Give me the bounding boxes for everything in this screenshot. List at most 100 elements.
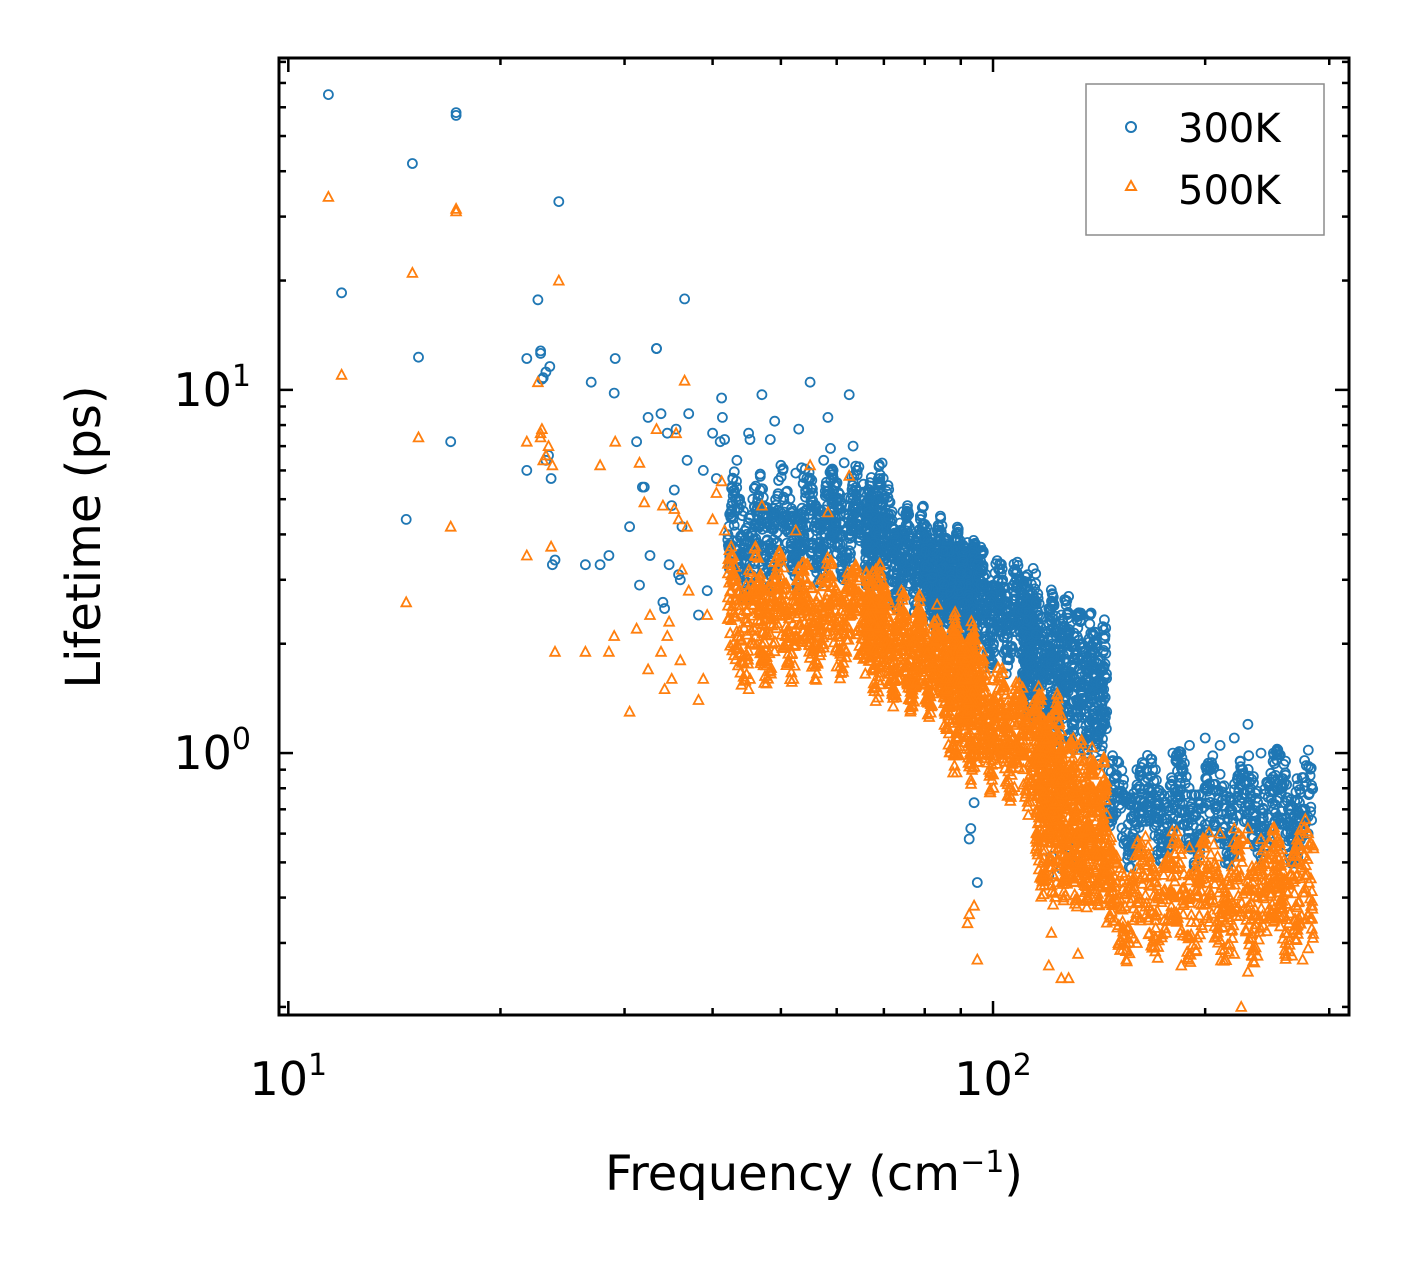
data-point-300k: [631, 436, 642, 448]
data-point-300k: [780, 510, 792, 522]
data-point-300k: [864, 491, 876, 503]
data-point-300k: [798, 531, 810, 543]
data-point-500k: [886, 649, 899, 662]
data-point-300k: [1283, 803, 1294, 815]
data-point-300k: [1045, 657, 1057, 669]
data-point-500k: [778, 637, 791, 650]
data-point-300k: [814, 548, 826, 560]
data-point-300k: [894, 517, 906, 529]
data-point-300k: [1115, 802, 1127, 814]
data-point-300k: [1268, 747, 1279, 759]
data-point-300k: [1020, 571, 1032, 583]
data-point-300k: [1082, 682, 1094, 694]
data-point-300k: [1187, 809, 1199, 821]
data-point-300k: [903, 578, 915, 589]
data-point-300k: [963, 574, 974, 586]
data-point-300k: [1092, 733, 1104, 745]
data-point-300k: [545, 473, 557, 484]
data-point-300k: [899, 525, 911, 536]
data-point-300k: [1149, 821, 1160, 833]
data-point-300k: [743, 427, 754, 439]
data-point-300k: [655, 408, 667, 420]
data-point-300k: [1176, 752, 1188, 764]
data-point-300k: [1074, 700, 1086, 711]
data-point-300k: [830, 517, 842, 528]
data-point-300k: [1082, 729, 1094, 740]
data-point-300k: [1141, 772, 1153, 784]
data-point-500k: [796, 578, 809, 591]
data-point-300k: [1232, 770, 1244, 782]
data-point-300k: [869, 514, 881, 525]
data-point-300k: [994, 597, 1006, 609]
data-point-500k: [732, 603, 746, 616]
data-point-300k: [883, 512, 895, 524]
data-point-300k: [954, 580, 966, 591]
data-point-500k: [800, 557, 814, 569]
data-point-300k: [997, 619, 1008, 630]
data-point-500k: [873, 665, 886, 678]
data-point-300k: [736, 530, 748, 542]
data-point-300k: [603, 550, 615, 561]
data-point-300k: [1043, 674, 1055, 685]
data-point-300k: [1201, 773, 1213, 785]
data-point-300k: [968, 797, 980, 809]
data-point-300k: [608, 387, 620, 399]
data-point-300k: [975, 541, 987, 553]
data-point-300k: [1202, 762, 1214, 774]
data-point-500k: [842, 621, 856, 633]
data-point-300k: [1046, 616, 1058, 628]
data-point-300k: [1290, 786, 1302, 798]
data-point-500k: [870, 634, 884, 646]
data-point-300k: [991, 626, 1003, 637]
data-point-500k: [753, 602, 766, 615]
data-point-500k: [764, 598, 777, 611]
data-point-500k: [809, 652, 822, 665]
data-point-500k: [723, 584, 737, 597]
data-point-300k: [1155, 804, 1167, 816]
data-point-500k: [820, 556, 834, 569]
data-point-500k: [824, 605, 838, 618]
data-point-500k: [835, 604, 848, 617]
data-point-500k: [930, 597, 944, 610]
data-point-500k: [743, 593, 756, 605]
data-point-300k: [644, 550, 656, 561]
data-point-300k: [750, 480, 762, 492]
data-point-500k: [771, 559, 784, 571]
data-point-300k: [1065, 637, 1077, 648]
data-point-300k: [994, 558, 1006, 570]
data-point-300k: [1255, 747, 1267, 759]
data-point-300k: [1097, 706, 1109, 718]
data-point-500k: [860, 617, 874, 630]
data-points-layer: [322, 89, 1320, 1012]
data-point-500k: [754, 567, 767, 580]
data-point-500k: [812, 589, 825, 602]
data-point-500k: [837, 619, 851, 631]
data-point-500k: [751, 612, 764, 625]
data-point-300k: [1304, 763, 1316, 775]
data-point-300k: [549, 554, 561, 566]
data-point-500k: [866, 642, 879, 655]
data-point-500k: [798, 600, 811, 613]
data-point-500k: [827, 614, 840, 626]
data-point-300k: [1085, 697, 1097, 708]
data-point-500k: [724, 539, 738, 552]
data-point-500k: [768, 574, 781, 587]
data-point-500k: [880, 635, 893, 648]
data-point-300k: [747, 493, 759, 505]
data-point-300k: [521, 464, 533, 476]
data-point-300k: [850, 504, 862, 515]
data-point-300k: [1166, 772, 1177, 784]
data-point-300k: [973, 593, 984, 605]
data-point-300k: [1063, 665, 1074, 677]
data-point-500k: [796, 624, 810, 637]
data-point-300k: [833, 487, 844, 499]
data-point-500k: [919, 630, 933, 642]
data-point-300k: [1302, 744, 1314, 756]
data-point-300k: [1150, 764, 1161, 776]
data-point-300k: [944, 581, 956, 593]
data-point-500k: [868, 618, 881, 631]
data-point-500k: [827, 590, 841, 603]
data-point-300k: [805, 495, 817, 507]
data-point-300k: [1239, 788, 1251, 799]
data-point-300k: [841, 525, 852, 537]
